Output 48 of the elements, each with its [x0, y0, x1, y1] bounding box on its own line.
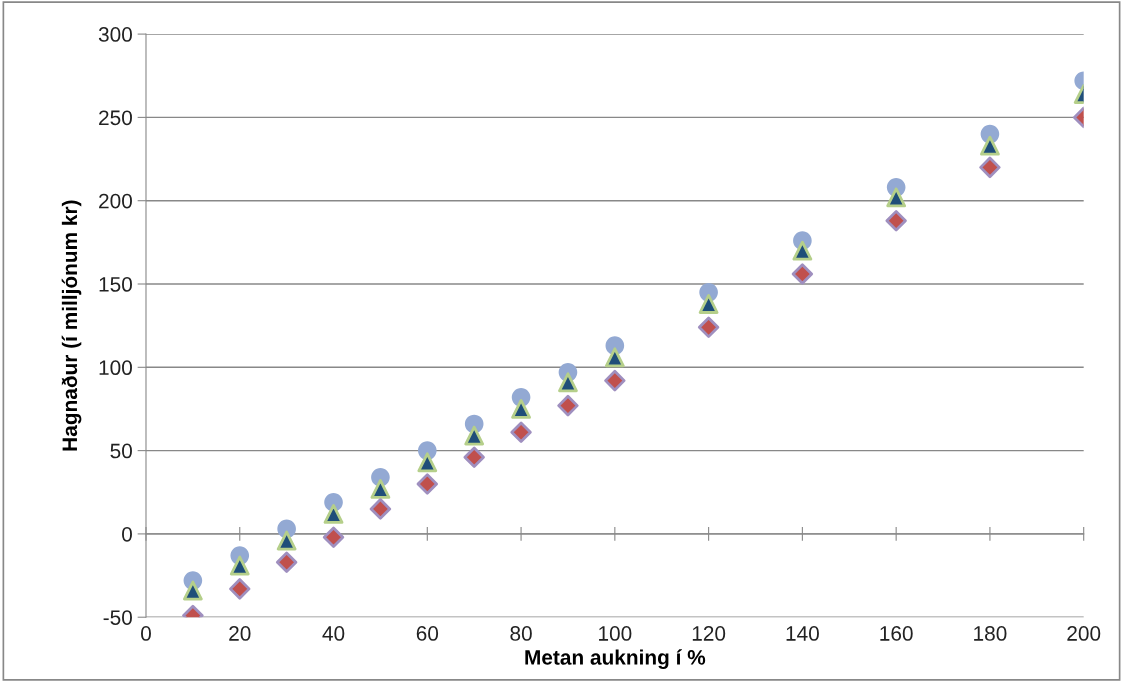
point — [463, 446, 485, 468]
y-tick-label: 150 — [99, 277, 132, 292]
point — [792, 240, 813, 261]
point — [416, 473, 439, 495]
y-tick-label: -50 — [103, 610, 132, 625]
point — [275, 551, 298, 573]
point — [464, 425, 485, 446]
point — [511, 399, 531, 419]
point — [604, 369, 626, 392]
x-tick-label: 200 — [1067, 626, 1101, 641]
x-tick-label: 80 — [510, 626, 532, 641]
x-tick-label: 180 — [974, 626, 1007, 641]
point — [698, 294, 719, 314]
point — [276, 530, 297, 551]
point — [557, 394, 579, 417]
point — [886, 187, 907, 208]
x-tick-label: 120 — [692, 626, 726, 641]
point — [791, 263, 814, 285]
x-tick-label: 140 — [786, 626, 819, 641]
point — [182, 580, 203, 601]
point — [229, 555, 250, 576]
point — [322, 526, 345, 548]
point — [229, 578, 251, 600]
y-axis-title: Hagnaður (í milljónum kr) — [61, 200, 82, 451]
y-tick-label: 300 — [98, 27, 132, 42]
point — [323, 504, 344, 524]
point — [980, 135, 1000, 156]
x-axis-title: Metan aukning í % — [525, 649, 706, 669]
y-tick-label: 50 — [110, 443, 132, 459]
y-tick-label: 200 — [99, 193, 132, 209]
x-tick-label: 0 — [141, 626, 151, 641]
point — [697, 316, 720, 339]
x-tick-label: 60 — [416, 626, 439, 641]
x-tick-label: 160 — [880, 626, 913, 641]
y-tick-label: 0 — [122, 526, 132, 542]
point — [885, 209, 907, 232]
x-tick-label: 100 — [599, 626, 632, 641]
y-tick-label: 100 — [99, 360, 132, 376]
point — [417, 452, 438, 473]
y-tick-label: 250 — [99, 110, 132, 126]
x-tick-label: 20 — [229, 626, 251, 641]
point — [510, 421, 532, 443]
point — [369, 498, 392, 520]
point — [558, 372, 578, 393]
point — [370, 479, 391, 499]
x-tick-label: 40 — [322, 626, 345, 641]
point — [979, 156, 1001, 179]
point — [604, 347, 625, 368]
